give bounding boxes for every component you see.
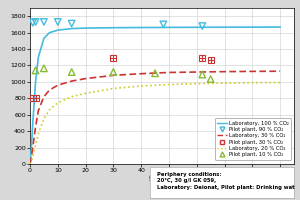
- Legend: Laboratory, 100 % CO₂, Pilot plant, 90 % CO₂, Laboratory, 30 % CO₂, Pilot plant,: Laboratory, 100 % CO₂, Pilot plant, 90 %…: [214, 118, 291, 160]
- Point: [41, 20, 46, 24]
- Point: [153, 72, 158, 75]
- Point: [33, 69, 38, 72]
- Point: [33, 20, 38, 24]
- Point: [208, 77, 213, 81]
- Point: [161, 23, 166, 26]
- Point: [69, 22, 74, 25]
- X-axis label: t [min]: t [min]: [149, 175, 175, 184]
- Point: [200, 24, 205, 28]
- Point: [111, 70, 116, 74]
- Point: [41, 67, 46, 70]
- Point: [56, 20, 60, 24]
- Point: [69, 70, 74, 74]
- Point: [200, 73, 205, 76]
- Point: [30, 21, 35, 24]
- Text: Periphery conditions:
20°C, 30 g/l GK 059,
Laboratory: Deionat, Pilot plant: Dri: Periphery conditions: 20°C, 30 g/l GK 05…: [157, 172, 295, 190]
